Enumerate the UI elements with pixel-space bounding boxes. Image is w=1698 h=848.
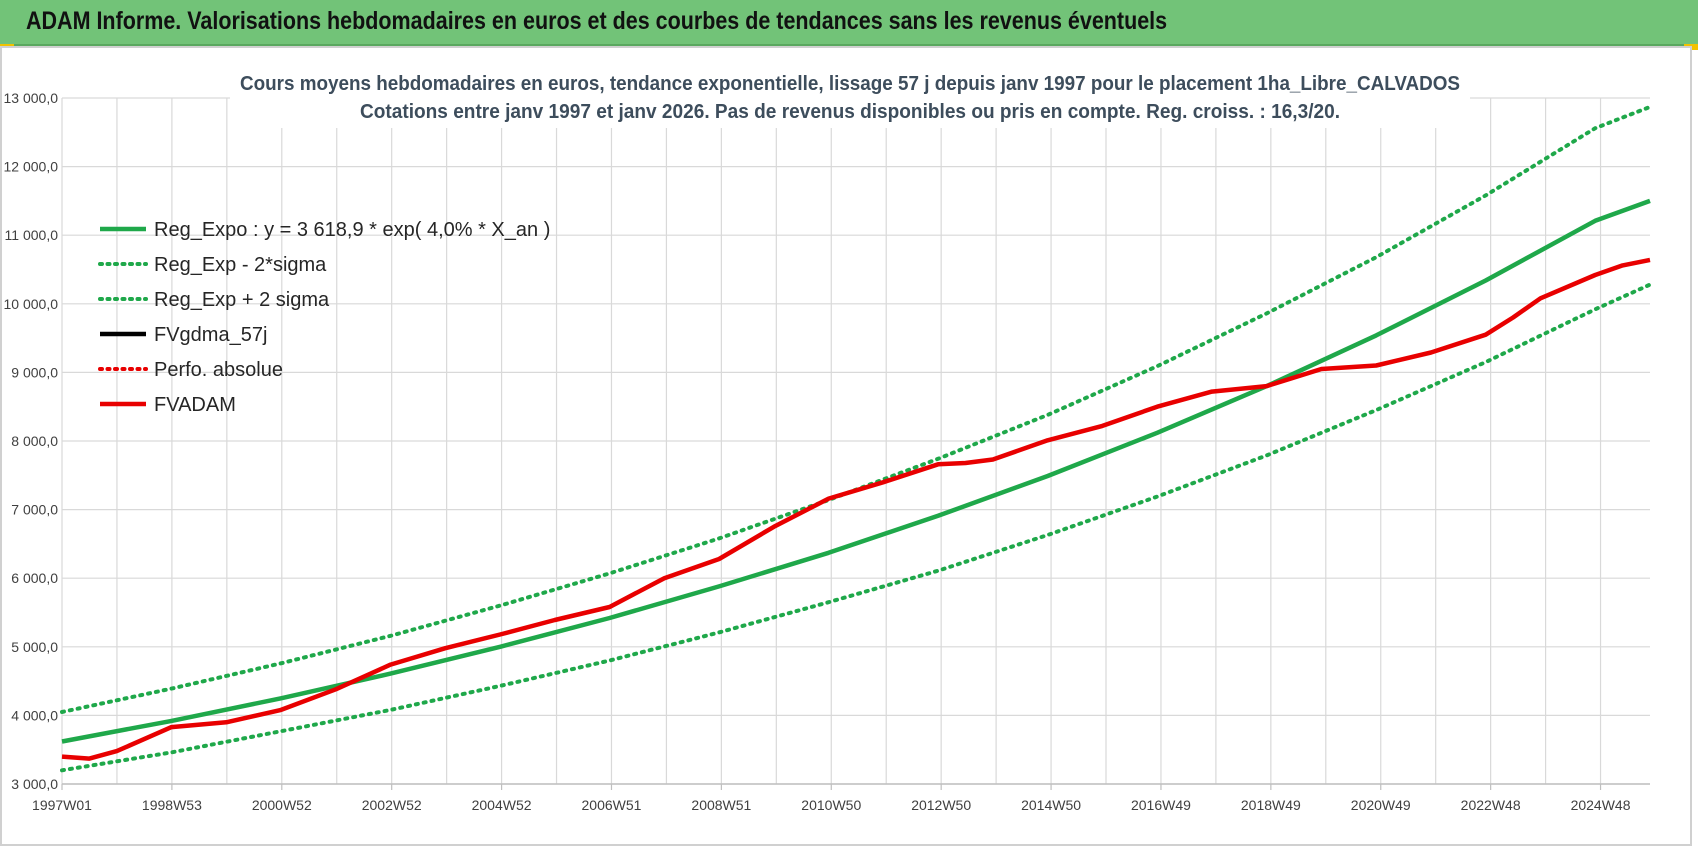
y-tick-label: 6 000,0 — [11, 570, 58, 586]
axes: 3 000,0 4 000,0 5 000,0 6 000,0 7 000,0 8 000… — [4, 90, 1650, 813]
y-tick-label: 5 000,0 — [11, 639, 58, 655]
x-tick-label: 2006W51 — [582, 797, 642, 813]
series — [60, 104, 1652, 773]
chart-title-line2: Cotations entre janv 1997 et janv 2026. … — [360, 100, 1340, 123]
y-tick-label: 8 000,0 — [11, 433, 58, 449]
report-header: ADAM Informe. Valorisations hebdomadaire… — [0, 0, 1698, 46]
x-tick-label: 1997W01 — [32, 797, 92, 813]
series-line-0 — [61, 198, 1651, 744]
x-tick-label: 2002W52 — [362, 797, 422, 813]
y-tick-label: 7 000,0 — [11, 502, 58, 518]
grid — [61, 97, 1650, 785]
series-line-2 — [60, 104, 1652, 714]
x-tick-label: 2014W50 — [1021, 797, 1081, 813]
x-tick-label: 2024W48 — [1571, 797, 1631, 813]
legend-label: Reg_Exp - 2*sigma — [154, 254, 327, 276]
chart-svg: Cours moyens hebdomadaires en euros, ten… — [4, 64, 1652, 813]
legend-label: FVADAM — [154, 394, 236, 416]
chart-area: Cours moyens hebdomadaires en euros, ten… — [0, 46, 1692, 846]
y-tick-label: 4 000,0 — [11, 707, 58, 723]
chart-title-line1: Cours moyens hebdomadaires en euros, ten… — [240, 72, 1460, 95]
x-tick-label: 2016W49 — [1131, 797, 1191, 813]
legend-label: Perfo. absolue — [154, 359, 283, 381]
x-tick-label: 2008W51 — [691, 797, 751, 813]
y-tick-label: 12 000,0 — [4, 159, 59, 175]
x-tick-label: 2022W48 — [1461, 797, 1521, 813]
y-tick-label: 3 000,0 — [11, 776, 58, 792]
y-tick-label: 11 000,0 — [5, 227, 59, 243]
report-title: ADAM Informe. Valorisations hebdomadaire… — [26, 7, 1168, 35]
x-tick-label: 2010W50 — [801, 797, 861, 813]
series-line-1 — [60, 282, 1652, 773]
y-tick-label: 9 000,0 — [11, 364, 58, 380]
x-tick-label: 2020W49 — [1351, 797, 1411, 813]
x-tick-label: 2012W50 — [911, 797, 971, 813]
legend: Reg_Expo : y = 3 618,9 * exp( 4,0% * X_a… — [98, 219, 550, 416]
legend-label: FVgdma_57j — [154, 324, 267, 346]
legend-label: Reg_Expo : y = 3 618,9 * exp( 4,0% * X_a… — [154, 219, 550, 241]
x-tick-label: 2000W52 — [252, 797, 312, 813]
y-tick-label: 10 000,0 — [4, 296, 59, 312]
y-tick-label: 13 000,0 — [4, 90, 59, 106]
x-tick-label: 1998W53 — [142, 797, 202, 813]
chart-title: Cours moyens hebdomadaires en euros, ten… — [230, 64, 1470, 128]
x-tick-label: 2004W52 — [472, 797, 532, 813]
legend-label: Reg_Exp + 2 sigma — [154, 289, 330, 311]
x-tick-label: 2018W49 — [1241, 797, 1301, 813]
chart-title-backdrop — [230, 64, 1470, 128]
series-line-3 — [61, 257, 1651, 761]
